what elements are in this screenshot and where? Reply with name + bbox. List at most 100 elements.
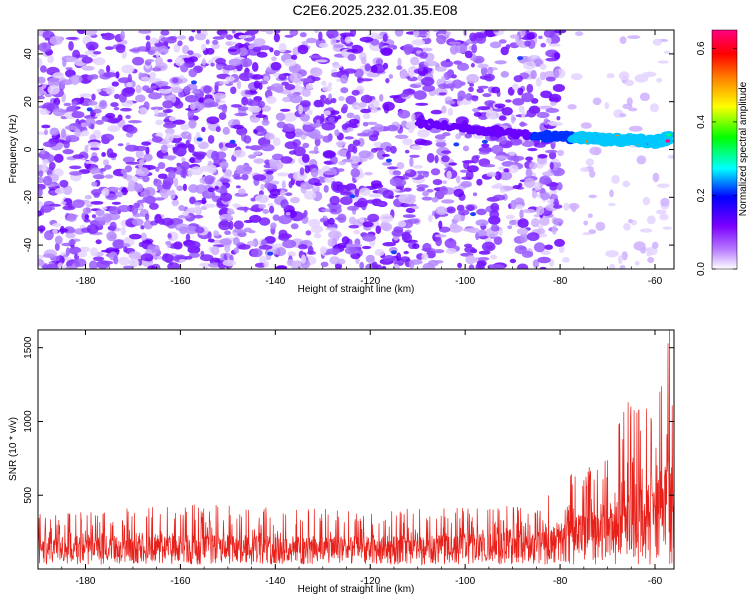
spectrogram-blob [300, 78, 313, 83]
spectrogram-blob [485, 110, 499, 120]
spectrogram-blob [526, 232, 540, 242]
spectrogram-blob [411, 205, 420, 210]
spectrogram-blob [664, 50, 671, 54]
spectrogram-blob [285, 130, 296, 139]
spectrogram-blob [651, 241, 659, 249]
spectrogram-blob [91, 58, 99, 64]
spectrogram-blob [133, 145, 148, 151]
spectrogram-blob [172, 77, 179, 83]
spectrogram-blob [291, 54, 298, 61]
spectrogram-blob [477, 85, 489, 89]
spectrogram-blob [338, 96, 345, 102]
spectrogram-blob [368, 193, 382, 198]
spectrogram-blob [136, 199, 146, 204]
spectrogram-blob [63, 140, 70, 149]
spectrogram-blob [618, 71, 630, 81]
spectrogram-blob [373, 123, 384, 133]
spectrogram-blob [57, 262, 64, 268]
spectrogram-signal-blob [416, 118, 423, 124]
spectrogram-blob [109, 234, 116, 240]
spectrogram-blob [52, 108, 66, 117]
spectrogram-blob [301, 212, 307, 219]
spectrogram-blob [256, 51, 268, 58]
spectrogram-blob [472, 108, 480, 113]
spectrogram-blob [403, 43, 414, 54]
spectrogram-blob [633, 241, 646, 251]
spectrogram-blob [83, 218, 91, 223]
spectrogram-blob [194, 204, 201, 215]
spectrogram-blob [385, 78, 390, 84]
spectrogram-blob [206, 47, 215, 55]
spectrogram-blob [290, 223, 299, 230]
spectrogram-blob [410, 56, 420, 66]
spectrogram-blob [180, 123, 190, 131]
spectrogram-blob [201, 126, 206, 132]
spectrogram-blob [270, 83, 284, 92]
spectrogram-blob [441, 199, 455, 204]
spectrogram-blob [140, 158, 145, 164]
spectrogram-blob [370, 180, 382, 187]
spectrogram-blob [120, 168, 128, 175]
spectrogram-blob [115, 71, 120, 79]
spectrogram-blob [215, 126, 221, 133]
spectrogram-blob [655, 209, 667, 215]
spectrogram-blob [667, 154, 674, 159]
spectrogram-blob [241, 96, 249, 106]
spectrogram-blob [305, 230, 312, 236]
spectrogram-blob [421, 196, 433, 201]
spectrogram-blob [77, 251, 88, 258]
spectrogram-blob [59, 179, 69, 188]
spectrogram-blob [540, 42, 546, 48]
spectrogram-blob [379, 213, 393, 223]
spectrogram-blob [544, 244, 553, 250]
spectrogram-blob [652, 38, 663, 46]
spectrogram-blob [390, 145, 397, 154]
spectrogram-blob [489, 41, 502, 49]
spectrogram-blob [232, 124, 244, 130]
spectrogram-blob [482, 93, 492, 98]
spectrogram-blob [656, 183, 670, 188]
spectrogram-blob [657, 60, 669, 64]
spectrogram-blob [402, 214, 416, 219]
spectrogram-blob [228, 48, 238, 52]
spectrogram-blob [196, 137, 203, 142]
spectrogram-blob [498, 171, 513, 181]
spectrogram-blob [498, 166, 505, 171]
spectrogram-blob [86, 224, 99, 234]
colorbar-tick-label: 0.2 [696, 188, 707, 202]
spectrogram-blob [240, 72, 254, 79]
spectrogram-blob [411, 39, 426, 46]
spectrogram-blob [465, 93, 473, 101]
spectrogram-blob [269, 47, 274, 53]
spectrogram-blob [48, 203, 62, 207]
spectrogram-blob [327, 82, 333, 88]
spectrogram-blob [494, 171, 502, 181]
spectrogram-blob [646, 215, 656, 225]
spectrogram-blob [426, 250, 436, 259]
spectrogram-blob [182, 183, 187, 192]
spectrogram-blob [405, 207, 416, 214]
spectrogram-signal-track [414, 118, 674, 149]
spectrogram-blob [466, 165, 479, 173]
spectrogram-blob [117, 77, 132, 84]
spectrogram-blob [297, 44, 309, 55]
spectrogram-blob [54, 235, 63, 245]
spectrogram-blob [113, 107, 120, 111]
spectrogram-blob [300, 113, 310, 122]
spectrogram-blob [260, 183, 265, 191]
spectrogram-blob [258, 45, 271, 51]
spectrogram-blob [74, 128, 81, 137]
spectrogram-blob [346, 150, 351, 160]
spectrogram-blob [91, 214, 97, 219]
spectrogram-blob [475, 32, 487, 39]
spectrogram-blob [442, 180, 448, 185]
spectrogram-blob [265, 170, 274, 175]
spectrogram-blob [490, 202, 500, 212]
spectrogram-blob [47, 55, 54, 64]
spectrogram-blob [167, 233, 172, 239]
spectrogram-blob [155, 80, 169, 87]
spectrogram-blob [264, 132, 275, 140]
spectrogram-blob [536, 111, 550, 119]
spectrogram-blob [206, 116, 220, 125]
spectrogram-blob [143, 153, 153, 162]
